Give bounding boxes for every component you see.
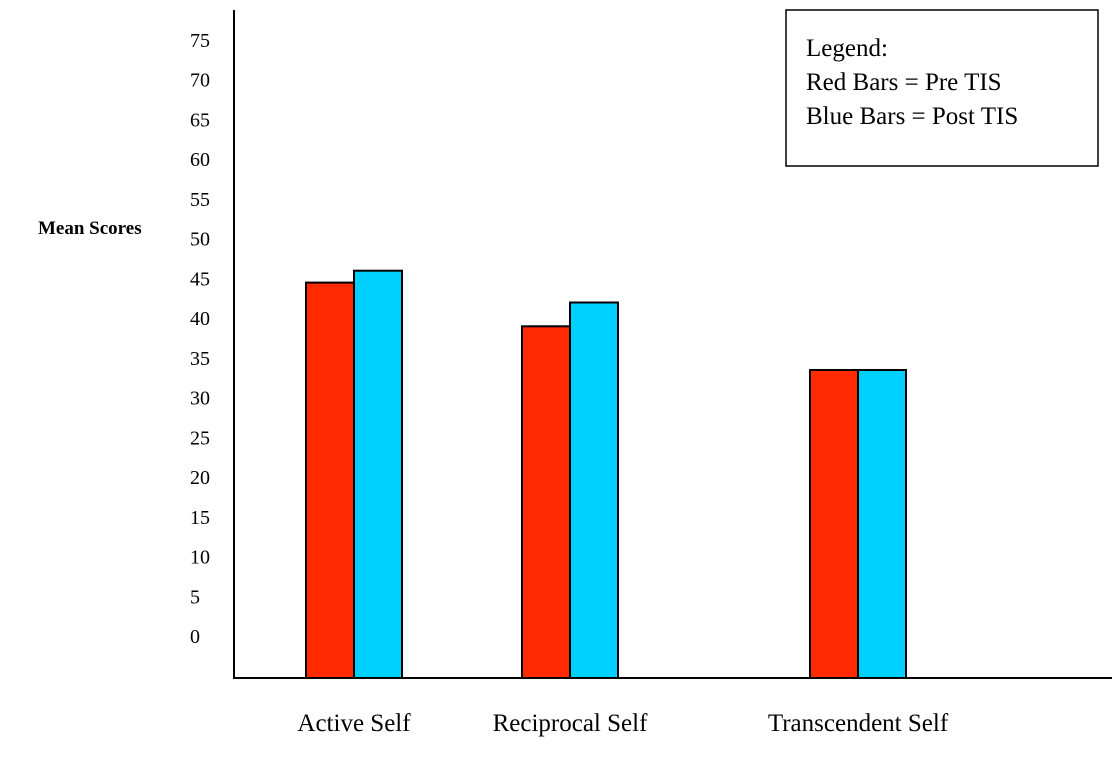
category-label: Transcendent Self <box>768 710 949 737</box>
y-tick-label: 25 <box>190 427 210 449</box>
y-tick-label: 55 <box>190 189 210 211</box>
category-label: Reciprocal Self <box>493 710 648 737</box>
y-tick-label: 35 <box>190 348 210 370</box>
category-label: Active Self <box>297 710 411 737</box>
y-tick-label: 50 <box>190 229 210 251</box>
bar-reciprocal-self-pre <box>521 325 571 679</box>
y-tick-label: 45 <box>190 268 210 290</box>
y-axis-ticks: 0 5 10 15 20 25 30 35 40 45 50 55 60 65 70 75 <box>190 30 210 648</box>
bar-active-self-pre <box>305 281 355 679</box>
bars <box>305 269 907 679</box>
y-tick-label: 30 <box>190 388 210 410</box>
legend-entry-pre: Red Bars = Pre TIS <box>806 69 1002 96</box>
y-tick-label: 10 <box>190 547 210 569</box>
y-axis-label: Mean Scores <box>38 218 142 239</box>
y-tick-label: 70 <box>190 70 210 92</box>
legend-entry-post: Blue Bars = Post TIS <box>806 103 1018 130</box>
legend-box <box>785 9 1099 167</box>
category-labels: Active Self Reciprocal Self Transcendent S… <box>297 710 948 737</box>
bar-transcendent-self-pre <box>809 369 859 679</box>
bar-active-self-post <box>353 269 403 679</box>
y-tick-label: 5 <box>190 586 200 608</box>
y-tick-label: 75 <box>190 30 210 52</box>
y-tick-label: 15 <box>190 507 210 529</box>
bar-reciprocal-self-post <box>569 301 619 679</box>
y-tick-label: 65 <box>190 110 210 132</box>
legend-title: Legend: <box>806 35 888 62</box>
y-tick-label: 60 <box>190 149 210 171</box>
y-tick-label: 40 <box>190 308 210 330</box>
y-tick-label: 20 <box>190 467 210 489</box>
legend: Legend: Red Bars = Pre TIS Blue Bars = P… <box>785 9 1099 167</box>
bar-transcendent-self-post <box>857 369 907 679</box>
y-tick-label: 0 <box>190 626 200 648</box>
